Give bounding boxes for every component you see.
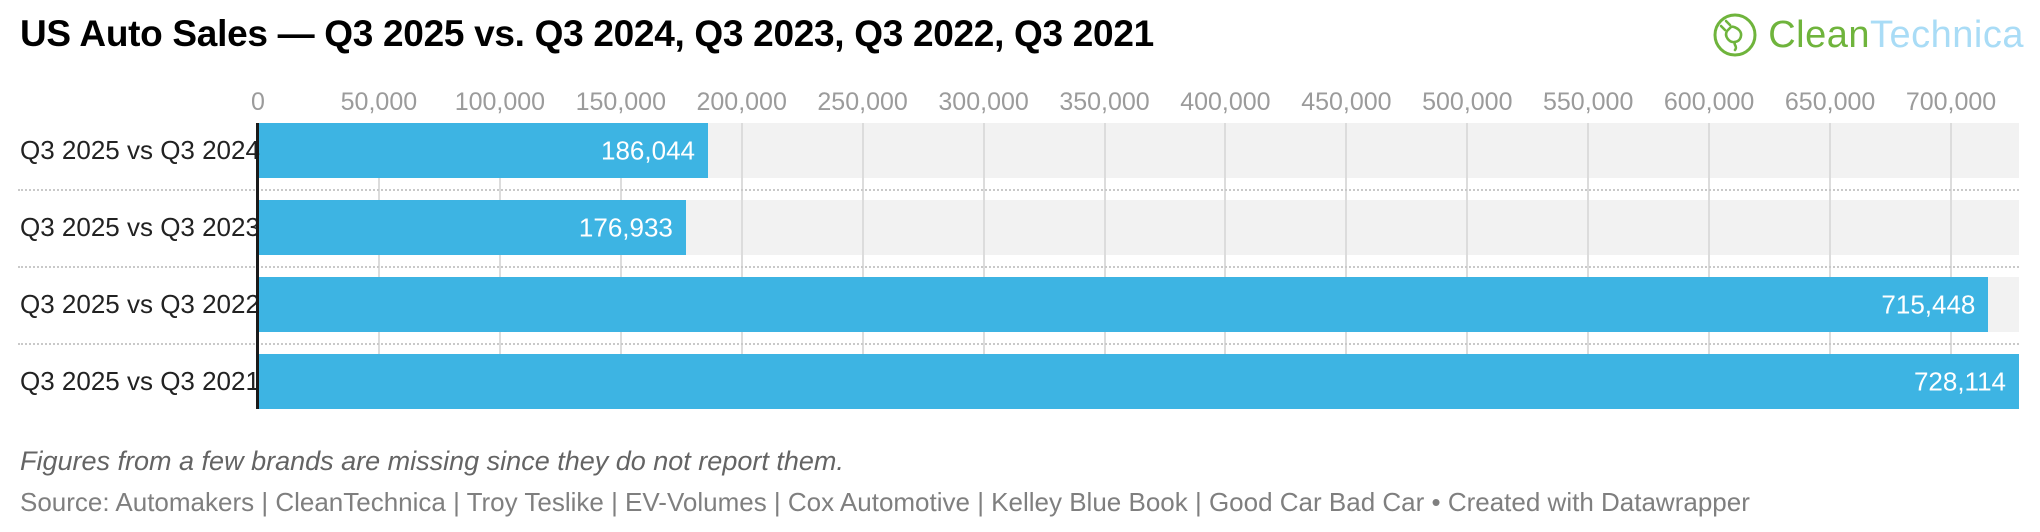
bar-value-label: 728,114 xyxy=(1913,366,2006,396)
axis-tick-label: 600,000 xyxy=(1663,88,1755,116)
row-separator xyxy=(18,343,2019,345)
data-bar[interactable]: 186,044 xyxy=(258,123,708,178)
chart-title: US Auto Sales — Q3 2025 vs. Q3 2024, Q3 … xyxy=(20,13,1154,54)
axis-tick-label: 500,000 xyxy=(1422,88,1513,116)
axis-tick-label: 250,000 xyxy=(817,88,908,116)
zero-axis-line xyxy=(256,123,259,409)
data-bar[interactable]: 728,114 xyxy=(258,354,2019,409)
logo-text-clean: Clean xyxy=(1768,13,1871,56)
data-bar[interactable]: 176,933 xyxy=(258,200,686,255)
row-separator xyxy=(18,266,2019,268)
axis-tick-label: 150,000 xyxy=(575,88,666,116)
row-label: Q3 2025 vs Q3 2024 xyxy=(20,135,260,165)
axis-tick-label: 350,000 xyxy=(1059,88,1150,116)
logo-text-technica: Technica xyxy=(1870,13,2024,56)
axis-tick-label: 100,000 xyxy=(454,88,546,116)
data-bar[interactable]: 715,448 xyxy=(258,277,1989,332)
row-separator xyxy=(18,189,2019,191)
axis-tick-label: 400,000 xyxy=(1180,88,1271,116)
axis-tick-label: 550,000 xyxy=(1543,88,1634,116)
bar-value-label: 176,933 xyxy=(578,212,673,242)
bar-value-label: 186,044 xyxy=(601,135,695,165)
cleantechnica-logo[interactable]: CleanTechnica xyxy=(1711,11,2024,59)
axis-tick-label: 450,000 xyxy=(1301,88,1392,116)
chart-footnote: Figures from a few brands are missing si… xyxy=(20,446,844,476)
axis-tick-label: 300,000 xyxy=(938,88,1029,116)
cleantechnica-plug-leaf-icon xyxy=(1713,13,1757,57)
row-label: Q3 2025 vs Q3 2023 xyxy=(20,212,260,242)
axis-tick-label: 50,000 xyxy=(340,88,418,116)
axis-tick-label: 0 xyxy=(251,88,265,116)
axis-tick-label: 700,000 xyxy=(1905,88,1997,116)
chart-source: Source: Automakers | CleanTechnica | Tro… xyxy=(20,487,1750,517)
logo-wordmark: CleanTechnica xyxy=(1768,14,2024,57)
axis-tick-label: 650,000 xyxy=(1784,88,1876,116)
bar-value-label: 715,448 xyxy=(1881,289,1976,319)
axis-tick-label: 200,000 xyxy=(696,88,787,116)
row-label: Q3 2025 vs Q3 2022 xyxy=(20,289,260,319)
row-label: Q3 2025 vs Q3 2021 xyxy=(20,366,260,396)
